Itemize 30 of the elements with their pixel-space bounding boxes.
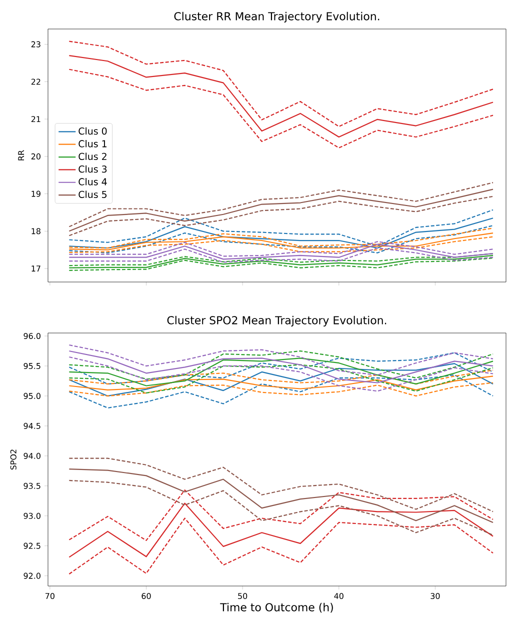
line-series bbox=[68, 374, 494, 408]
legend-label: Clus 2 bbox=[78, 152, 106, 160]
line-series bbox=[68, 370, 494, 385]
line-series bbox=[68, 480, 494, 536]
line-series bbox=[68, 209, 494, 247]
line-series bbox=[68, 490, 494, 541]
line-series bbox=[68, 225, 494, 254]
line-series bbox=[68, 68, 494, 148]
legend-label: Clus 3 bbox=[78, 165, 107, 173]
line-series bbox=[68, 468, 494, 523]
line-series bbox=[68, 54, 494, 138]
chart-title: Cluster RR Mean Trajectory Evolution. bbox=[174, 12, 380, 22]
line-series bbox=[68, 518, 494, 575]
legend-label: Clus 4 bbox=[78, 178, 107, 186]
line-series bbox=[68, 382, 494, 396]
line-series bbox=[68, 344, 494, 376]
line-series bbox=[68, 40, 494, 128]
chart-title: Cluster SPO2 Mean Trajectory Evolution. bbox=[167, 316, 386, 326]
line-series bbox=[68, 358, 494, 386]
legend-label: Clus 0 bbox=[78, 127, 107, 135]
line-series bbox=[68, 376, 494, 391]
line-series bbox=[68, 258, 494, 271]
line-series bbox=[68, 502, 494, 558]
x-axis-title: Time to Outcome (h) bbox=[220, 602, 333, 613]
legend-label: Clus 5 bbox=[78, 190, 107, 198]
line-series bbox=[68, 236, 494, 254]
line-series bbox=[68, 458, 494, 512]
legend-label: Clus 1 bbox=[78, 140, 106, 148]
line-series bbox=[68, 188, 494, 232]
line-series bbox=[68, 356, 494, 392]
